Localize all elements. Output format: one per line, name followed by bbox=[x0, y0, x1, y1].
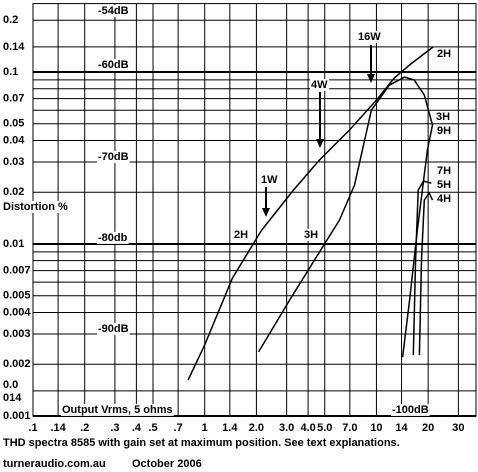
annotation: Distortion % bbox=[3, 201, 68, 213]
x-tick-label: 5.0 bbox=[317, 422, 332, 434]
y-tick-label: 0.1 bbox=[3, 66, 18, 78]
label-background bbox=[97, 4, 130, 17]
arrow-head bbox=[262, 208, 270, 217]
y-tick-label: 0.02 bbox=[3, 186, 24, 198]
y-tick-label: 0.03 bbox=[3, 156, 24, 168]
y-tick-label: 0.002 bbox=[3, 358, 31, 370]
y-tick-label: 0.04 bbox=[3, 134, 25, 146]
x-tick-label: 1 bbox=[202, 422, 208, 434]
x-tick-label: 20 bbox=[422, 422, 434, 434]
y-tick-label: 0.005 bbox=[3, 290, 31, 302]
series-line bbox=[257, 76, 434, 358]
annotation: -90dB bbox=[98, 323, 129, 335]
y-tick-label: 0.01 bbox=[3, 238, 24, 250]
plot bbox=[187, 46, 434, 381]
label-background bbox=[310, 78, 330, 91]
label-background bbox=[233, 228, 250, 241]
annotation: 16W bbox=[358, 31, 381, 43]
x-tick-label: 1.4 bbox=[222, 422, 238, 434]
x-tick-label: .14 bbox=[50, 422, 66, 434]
x-tick-label: .1 bbox=[28, 422, 37, 434]
x-tick-label: .5 bbox=[148, 422, 157, 434]
annotation: 3H bbox=[304, 229, 318, 241]
series-label: 4H bbox=[437, 193, 451, 205]
label-background bbox=[61, 403, 174, 416]
series-line bbox=[187, 46, 434, 381]
y-tick-label: 0.05 bbox=[3, 118, 24, 130]
label-background bbox=[97, 231, 129, 244]
x-tick-label: 7.0 bbox=[342, 422, 357, 434]
y-tick-label: 0.001 bbox=[3, 410, 31, 422]
label-background bbox=[97, 150, 130, 163]
x-tick-label: 10 bbox=[370, 422, 382, 434]
arrow-head bbox=[316, 139, 324, 148]
series-label: 5H bbox=[437, 179, 451, 191]
x-tick-label: 4.0 bbox=[300, 422, 315, 434]
annotation: -80db bbox=[98, 232, 128, 244]
caption: THD spectra 8585 with gain set at maximu… bbox=[3, 437, 400, 449]
y-tick-label: 0.07 bbox=[3, 93, 24, 105]
annotation: 2H bbox=[234, 229, 248, 241]
annotation: -100dB bbox=[392, 404, 429, 416]
grid bbox=[32, 3, 477, 417]
label-background bbox=[436, 124, 453, 137]
x-tick-label: .3 bbox=[110, 422, 119, 434]
x-tick-label: .4 bbox=[132, 422, 142, 434]
label-background bbox=[97, 58, 130, 71]
series-line bbox=[418, 192, 434, 356]
x-tick-label: .7 bbox=[174, 422, 183, 434]
y-tick-label: 0.0 014 bbox=[3, 379, 22, 404]
y-tick-label: 0.007 bbox=[3, 265, 31, 277]
series-label: 2H bbox=[437, 48, 451, 60]
label-background bbox=[436, 164, 453, 177]
annotation: 9H bbox=[437, 125, 451, 137]
series-label: 3H bbox=[436, 111, 450, 123]
annotation: 7H bbox=[437, 165, 451, 177]
y-tick-label: 0.003 bbox=[3, 328, 31, 340]
annotation: 1W bbox=[261, 174, 278, 186]
series-line bbox=[412, 180, 432, 356]
label-background bbox=[97, 322, 130, 335]
label-background bbox=[357, 30, 383, 43]
label-background bbox=[260, 173, 280, 186]
y-tick-label: 0.14 bbox=[3, 41, 25, 53]
annotation: -70dB bbox=[98, 151, 129, 163]
label-background bbox=[391, 403, 430, 416]
y-tick-label: 0.2 bbox=[3, 14, 18, 26]
label-background bbox=[303, 228, 320, 241]
y-tick-label: 0.004 bbox=[3, 306, 31, 318]
x-tick-label: 14 bbox=[395, 422, 408, 434]
x-tick-label: 30 bbox=[452, 422, 464, 434]
annotation: -54dB bbox=[98, 5, 129, 17]
annotation: -60dB bbox=[98, 59, 129, 71]
annotations: 2H 3H 5H 4H -54dB -60dB -70dB -80db -90dB -100dB 1… bbox=[2, 4, 453, 416]
arrow-head bbox=[367, 74, 375, 83]
source: turneraudio.com.au bbox=[3, 458, 106, 470]
annotation: 4W bbox=[311, 79, 328, 91]
x-tick-label: 3.0 bbox=[279, 422, 294, 434]
label-background bbox=[2, 200, 69, 213]
x-tick-label: 2.0 bbox=[249, 422, 264, 434]
date: October 2006 bbox=[132, 458, 202, 470]
annotation: Output Vrms, 5 ohms bbox=[62, 404, 173, 416]
x-tick-label: .2 bbox=[80, 422, 89, 434]
